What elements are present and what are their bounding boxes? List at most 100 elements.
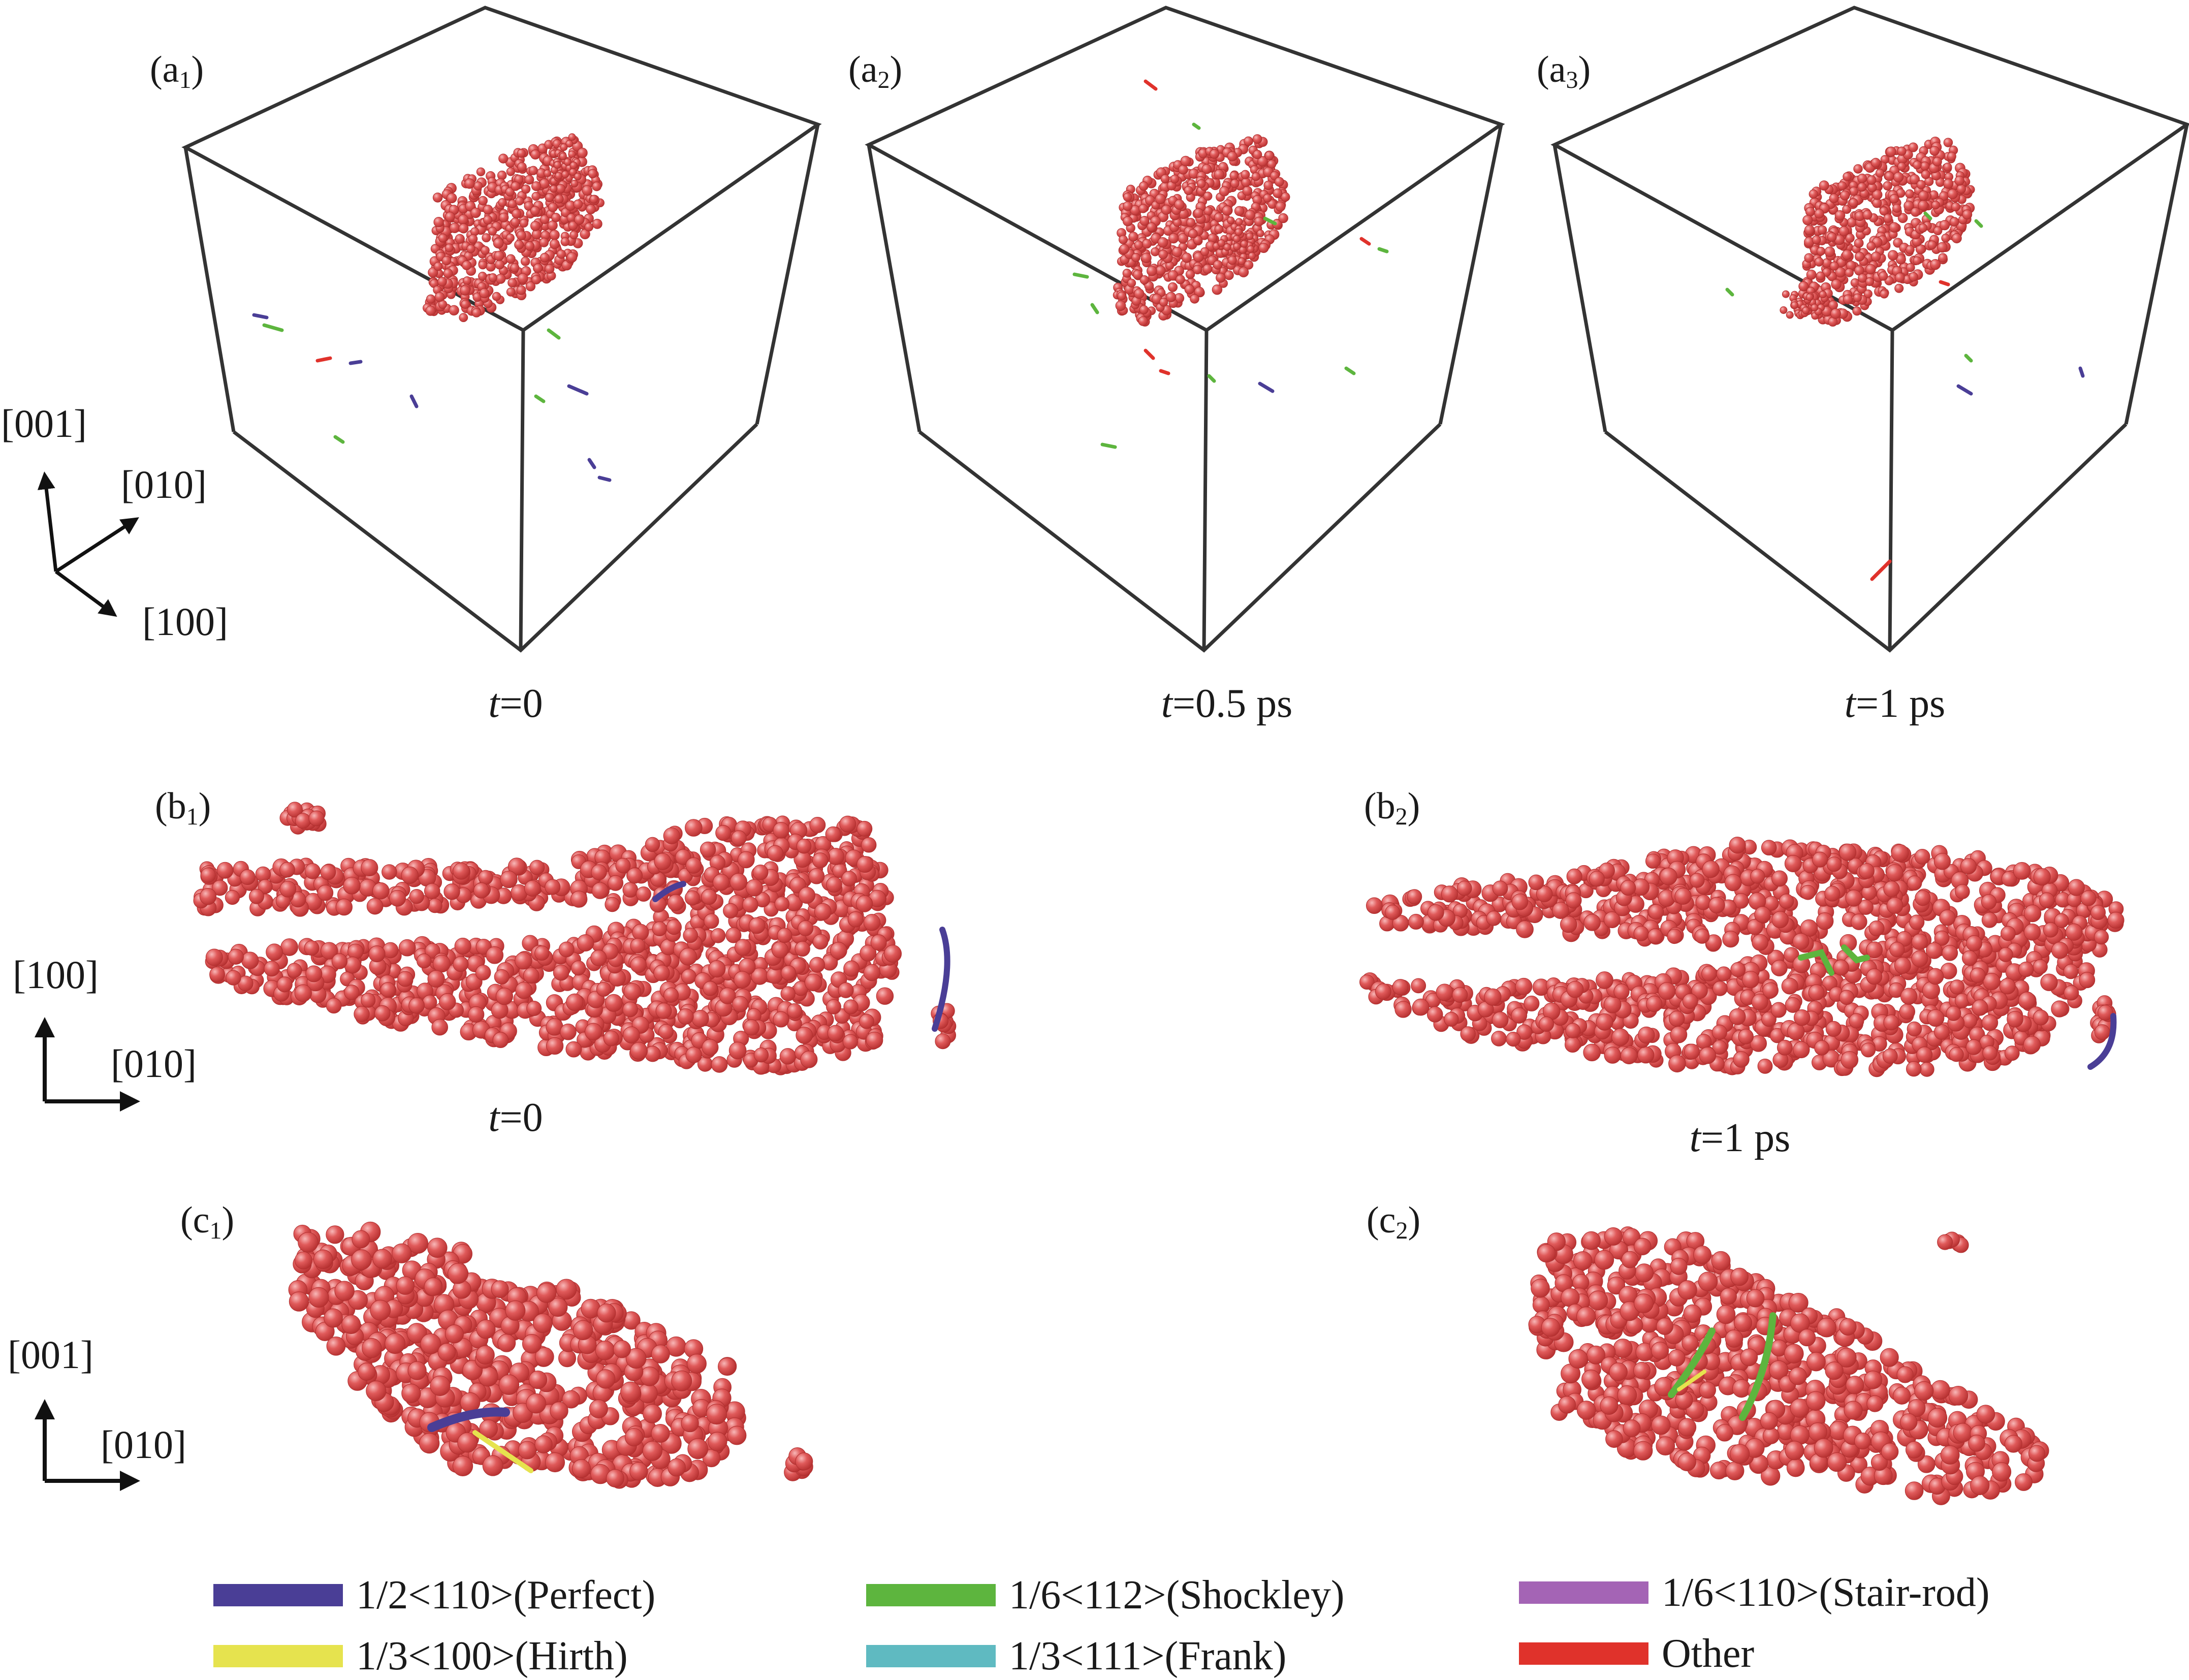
atom <box>1858 863 1875 879</box>
atom <box>1951 233 1962 243</box>
atom <box>525 241 535 251</box>
atom <box>1854 251 1865 262</box>
atom <box>459 313 468 322</box>
atom <box>239 869 256 885</box>
atom <box>460 285 470 296</box>
atom <box>1224 270 1234 280</box>
atom <box>569 230 579 240</box>
atom <box>1972 999 1988 1016</box>
atom <box>570 960 586 976</box>
atom <box>516 230 526 241</box>
atom <box>1831 279 1842 290</box>
atom <box>1866 1395 1884 1412</box>
atom <box>715 825 732 841</box>
atom <box>1710 1462 1728 1480</box>
atom <box>1234 228 1243 236</box>
atom <box>1943 163 1952 172</box>
atom <box>830 942 847 960</box>
atom <box>1776 1039 1793 1056</box>
atom <box>1839 190 1850 201</box>
atom <box>1845 890 1862 907</box>
atom <box>1251 172 1260 181</box>
atom <box>584 223 594 232</box>
atom <box>728 1041 747 1060</box>
atom <box>1808 1422 1827 1442</box>
atom <box>1235 218 1243 226</box>
atom <box>1883 213 1893 223</box>
atom <box>1955 884 1970 899</box>
atom <box>1596 971 1613 989</box>
atom <box>1155 265 1166 276</box>
atom <box>1212 284 1223 295</box>
atom <box>796 838 812 854</box>
atom <box>1854 238 1864 248</box>
atom <box>1812 235 1821 244</box>
atom <box>1366 897 1383 914</box>
atom <box>734 939 752 956</box>
atom <box>1392 979 1409 996</box>
atom <box>540 214 550 225</box>
atom <box>1244 260 1254 270</box>
atom <box>1841 1051 1859 1069</box>
atom <box>529 860 545 875</box>
atom <box>1941 234 1950 243</box>
atom <box>558 1349 577 1368</box>
atom <box>1800 884 1816 900</box>
atom <box>1804 253 1814 263</box>
atom <box>663 987 679 1003</box>
atom <box>1918 200 1929 211</box>
atom <box>1894 957 1911 974</box>
atom <box>1238 267 1249 277</box>
atom <box>466 244 475 253</box>
atom <box>632 924 649 941</box>
atom <box>876 987 894 1005</box>
atom <box>1193 251 1204 263</box>
atom <box>1784 855 1802 872</box>
atom <box>1193 235 1202 245</box>
atom <box>1814 257 1824 267</box>
atom <box>1247 245 1255 253</box>
atom <box>276 976 293 993</box>
atom <box>636 886 651 902</box>
atom <box>780 986 796 1001</box>
atom <box>1779 894 1794 909</box>
atom <box>1634 1263 1654 1283</box>
atom <box>1920 161 1930 171</box>
atom <box>549 230 560 240</box>
atom <box>1909 914 1925 930</box>
atom <box>531 229 542 240</box>
atom <box>1733 1051 1750 1068</box>
atom <box>812 852 829 869</box>
atom <box>1656 1436 1675 1456</box>
atom <box>298 1232 319 1253</box>
atom <box>742 896 758 913</box>
atom <box>1947 188 1958 200</box>
atom <box>433 217 444 228</box>
atom <box>1258 242 1269 253</box>
atom <box>548 202 558 212</box>
atom <box>1233 242 1241 250</box>
atom <box>866 1031 883 1049</box>
atom <box>1892 204 1901 213</box>
atom <box>1634 1238 1652 1255</box>
atom <box>622 1001 638 1018</box>
atom <box>622 882 639 898</box>
atom <box>708 1432 727 1451</box>
atom <box>1724 874 1742 892</box>
atom <box>408 997 425 1014</box>
atom <box>434 292 445 302</box>
atom <box>643 1404 662 1423</box>
atom <box>199 888 217 905</box>
atom <box>458 214 469 225</box>
atom <box>1511 1007 1528 1024</box>
atom <box>826 999 841 1015</box>
atom <box>486 946 504 964</box>
atom <box>392 1243 412 1263</box>
atom <box>1999 978 2016 995</box>
atom <box>1825 1021 1842 1037</box>
atom <box>401 1383 421 1403</box>
atom <box>354 1006 370 1022</box>
atom <box>1893 172 1904 183</box>
atom <box>1906 263 1915 272</box>
atom <box>475 1345 495 1365</box>
